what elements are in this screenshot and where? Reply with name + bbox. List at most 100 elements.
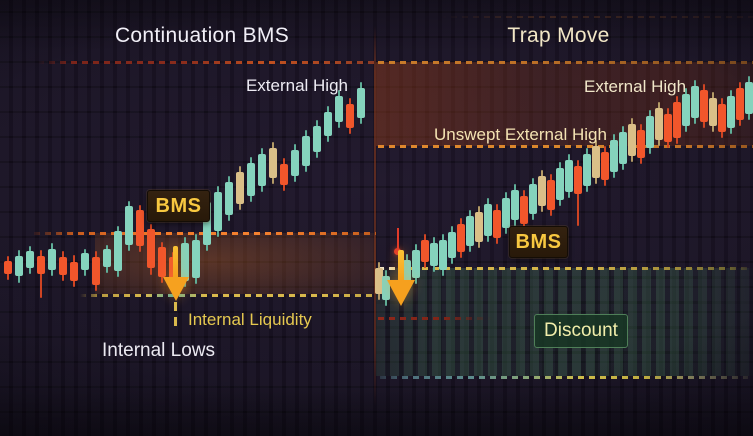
sweep-zone-highlight [95,233,376,294]
liquidity-sweep-arrow-right [387,250,415,308]
candle-body [601,152,609,180]
candle-body [247,163,255,196]
candle-wick [84,249,86,276]
candle-body [502,198,510,228]
candle-wick [541,170,543,212]
candle-wick [217,186,219,237]
candle-wick [349,98,351,134]
left-panel-title: Continuation BMS [114,24,290,47]
candle-body [592,146,600,178]
right-panel-title: Trap Move [507,24,610,47]
candle-wick [283,158,285,191]
panel-divider [374,26,376,406]
candle-body [15,256,23,276]
candle-body [236,172,244,204]
candle-wick [228,176,230,221]
candle-body [457,224,465,252]
candle-body [214,192,222,231]
candle-wick [7,256,9,280]
candle-body [511,190,519,220]
candle-body [59,257,67,275]
candle-body [529,184,537,214]
candle-body [335,96,343,122]
candle-body [538,176,546,206]
discount-low-line [380,376,748,379]
bms-badge-right: BMS [509,226,568,258]
candle-body [583,154,591,186]
candle-body [430,243,438,266]
candle-wick [51,243,53,276]
internal-lows-label: Internal Lows [102,340,216,361]
candle-body [4,261,12,274]
candle-body [346,104,354,128]
external-high-line-left [38,61,376,64]
candle-wick [29,246,31,274]
internal-liquidity-line [80,294,376,297]
candle-body [81,253,89,270]
sweep-marker [397,228,399,250]
candle-body [421,240,429,262]
candle-body [70,262,78,281]
candle-wick [559,162,561,206]
candle-wick [469,210,471,252]
candle-body [291,150,299,176]
candle-wick [478,206,480,248]
candle-body [357,88,365,118]
candle-wick [261,148,263,192]
candle-wick [316,120,318,158]
candle-wick [239,166,241,210]
arrow-head-down-icon [163,277,189,301]
external-high-label-left: External High [245,76,348,95]
external-high-label-right: External High [584,77,687,96]
candle-wick [487,198,489,242]
candle-wick [18,250,20,283]
internal-liquidity-label: Internal Liquidity [188,310,312,329]
candle-body [324,112,332,136]
candle-wick [327,106,329,142]
candle-wick [604,146,606,186]
discount-badge: Discount [534,314,628,348]
candle-body [302,136,310,166]
candle-body [556,168,564,200]
candle-wick [305,130,307,172]
candle-wick [505,192,507,234]
candle-wick [451,226,453,264]
candle-wick [272,142,274,184]
candle-wick [250,157,252,202]
candle-wick [586,148,588,192]
candle-wick [433,237,435,272]
candle-body [565,160,573,192]
candle-wick [460,218,462,258]
internal-liquidity-tick [174,299,177,326]
candle-wick [294,144,296,182]
candle-body [37,256,45,274]
candle-wick [62,251,64,281]
liquidity-sweep-arrow-left [163,246,189,302]
candle-body [225,182,233,215]
candle-body [439,240,447,270]
candle-body [574,166,582,194]
candle-body [475,212,483,242]
candle-body [484,204,492,236]
candle-body [448,232,456,258]
arrow-stem [173,246,178,279]
candle-body [493,210,501,238]
candle-body [280,164,288,185]
candle-body [48,249,56,270]
bms-badge-left: BMS [147,190,210,222]
candle-body [547,180,555,210]
candle-wick [424,234,426,268]
candle-wick [496,204,498,244]
candle-body [26,251,34,268]
arrow-head-down-icon [387,280,415,306]
unswept-external-high-label: Unswept External High [434,125,607,144]
top-faint-line [440,16,753,18]
candle-wick [532,178,534,220]
candle-body [466,216,474,246]
candle-wick [360,82,362,124]
candle-body [269,148,277,178]
arrow-stem [398,250,404,282]
candle-wick [568,154,570,198]
candle-body [258,154,266,186]
